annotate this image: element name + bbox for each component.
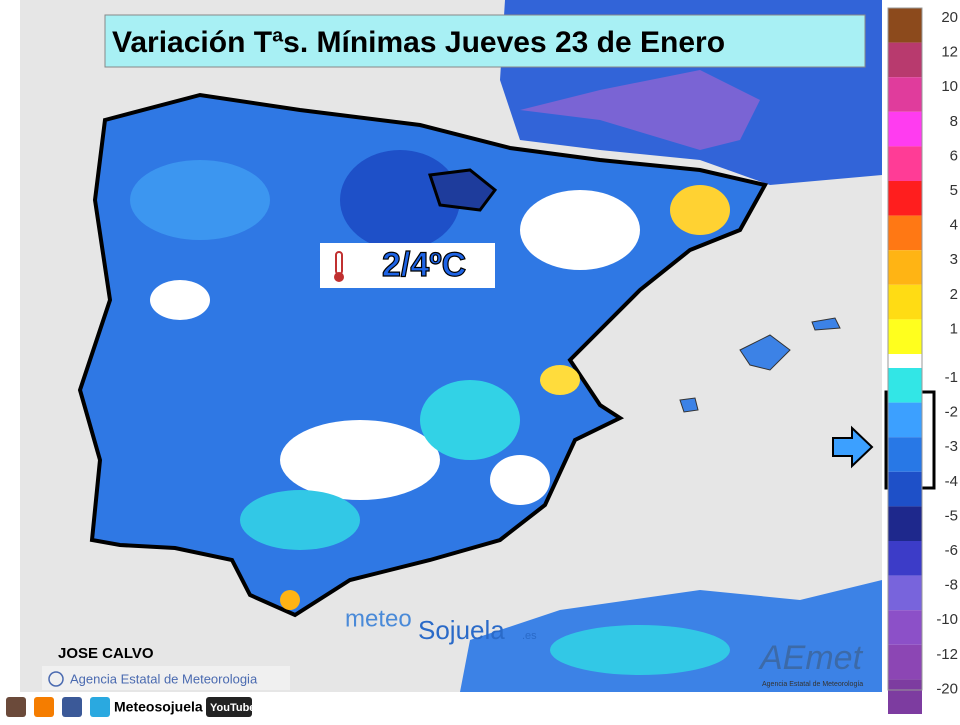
- social: Meteosojuela: [114, 699, 203, 715]
- legend-label: -20: [936, 680, 958, 697]
- legend-label: 3: [950, 251, 958, 268]
- mallorca: [739, 334, 791, 371]
- patch: [490, 455, 550, 505]
- legend-label: -6: [945, 542, 958, 559]
- legend-label: -4: [945, 473, 958, 490]
- legend-label: -10: [936, 611, 958, 628]
- copyright-icon: [48, 671, 64, 687]
- arrow: [832, 425, 874, 469]
- legend-swatch: [888, 42, 922, 78]
- watermark-a: meteo: [345, 605, 412, 632]
- youtube-box: [206, 697, 252, 717]
- legend-swatch: [888, 77, 922, 112]
- legend-label: -5: [945, 507, 958, 524]
- legend-label: 12: [941, 44, 958, 61]
- legend-label: 8: [950, 113, 958, 130]
- legend-swatch: [888, 506, 922, 541]
- legend-label: 1: [950, 320, 958, 337]
- legend-frame: [887, 7, 923, 691]
- islands: [679, 317, 841, 413]
- legend-label: -2: [945, 404, 958, 421]
- twitter-icon: [90, 697, 110, 717]
- legend-swatch: [888, 644, 922, 680]
- logo: AEmet: [758, 639, 864, 677]
- patch: [420, 380, 520, 460]
- patch: [150, 280, 210, 320]
- legend-swatch: [888, 437, 922, 472]
- copyright: Agencia Estatal de Meteorologia: [70, 671, 258, 686]
- instagram-icon: [6, 697, 26, 717]
- map-label: 2/4ºC: [382, 246, 466, 284]
- thermometer-bulb: [334, 272, 344, 282]
- youtube: YouTube: [210, 702, 255, 714]
- legend-label: -1: [945, 369, 958, 386]
- legend-label: -3: [945, 438, 958, 455]
- legend-swatch: [888, 181, 922, 216]
- france-purple: [520, 70, 760, 150]
- legend-swatch: [888, 284, 922, 320]
- legend-swatch: [888, 111, 922, 147]
- patch: [670, 185, 730, 235]
- legend-label: 20: [941, 9, 958, 26]
- legend-label: 4: [950, 217, 958, 234]
- legend-swatch: [888, 250, 922, 285]
- title: Variación Tªs. Mínimas Jueves 23 de Ener…: [112, 26, 725, 59]
- legend-swatch: [888, 215, 922, 251]
- blogger-icon: [34, 697, 54, 717]
- author: JOSE CALVO: [58, 645, 154, 662]
- watermark-b: Sojuela: [418, 615, 505, 645]
- patch: [130, 160, 270, 240]
- title-box: [104, 14, 866, 68]
- legend-swatch: [888, 146, 922, 181]
- label-box: [320, 243, 495, 288]
- legend-swatch: [888, 471, 922, 507]
- legend-label: 10: [941, 78, 958, 95]
- patch: [280, 590, 300, 610]
- legend-swatch: [888, 368, 922, 403]
- legend-swatch: [888, 8, 922, 43]
- legend-label: -8: [945, 577, 958, 594]
- legend-swatch: [888, 610, 922, 645]
- patch: [280, 420, 440, 500]
- logo-sub: Agencia Estatal de Meteorología: [762, 681, 863, 688]
- patch: [540, 365, 580, 395]
- legend-swatch: [888, 402, 922, 438]
- africa-patch: [550, 625, 730, 675]
- legend-label: 6: [950, 147, 958, 164]
- patch: [520, 190, 640, 270]
- thermometer: [335, 251, 343, 275]
- ibiza: [679, 397, 699, 413]
- iberia-patches: [130, 150, 730, 610]
- legend-swatch: [888, 319, 922, 354]
- copyright-box: [42, 666, 290, 690]
- legend-swatch: [888, 541, 922, 576]
- patch: [240, 490, 360, 550]
- legend-swatch: [888, 679, 922, 714]
- legend-swatch: [888, 575, 922, 611]
- menorca: [811, 317, 841, 331]
- legend-label: 5: [950, 182, 958, 199]
- la-rioja: [427, 168, 498, 212]
- watermark-c: .es: [522, 630, 537, 642]
- legend-label: 2: [950, 286, 958, 303]
- facebook-icon: [62, 697, 82, 717]
- legend-label: -12: [936, 646, 958, 663]
